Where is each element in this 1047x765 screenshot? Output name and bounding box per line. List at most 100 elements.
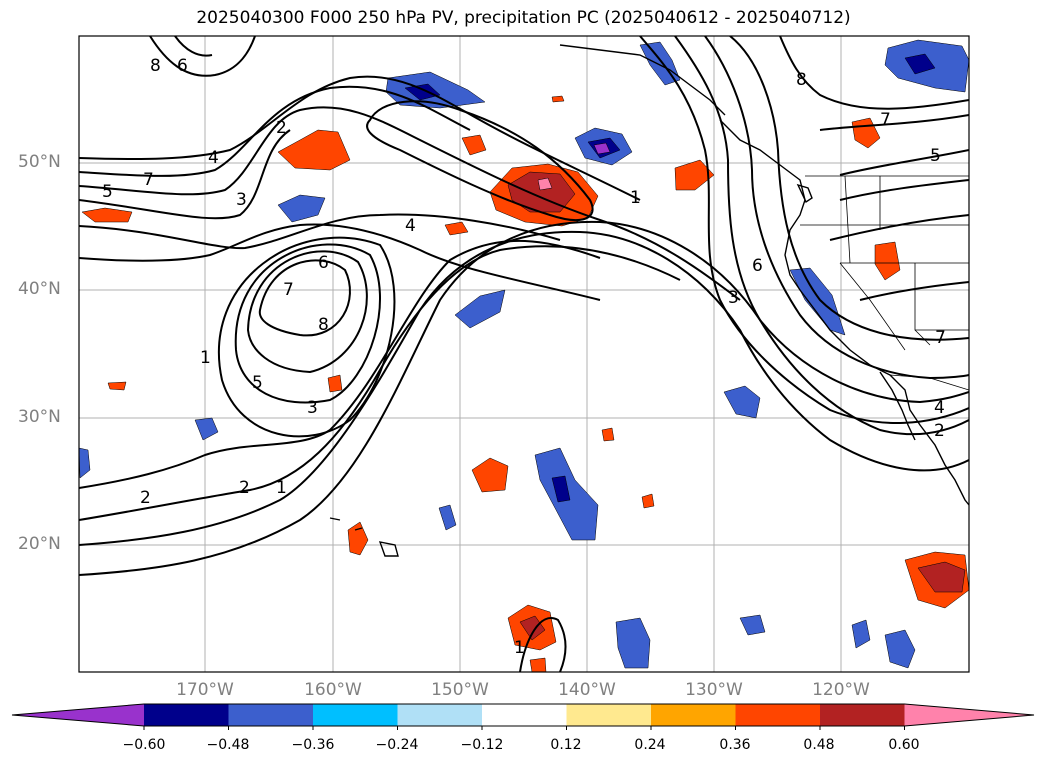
- precip-blob: [347, 521, 369, 556]
- pv-contour: [839, 179, 969, 201]
- border-states-west: [800, 175, 969, 351]
- contour-label: 4: [934, 398, 945, 418]
- colorbar-tick-label: −0.24: [375, 737, 419, 753]
- lon-label-160w: 160°W: [304, 680, 362, 700]
- colorbar-bin: [482, 704, 567, 726]
- lon-label-140w: 140°W: [558, 680, 616, 700]
- contour-label: 8: [796, 70, 807, 90]
- contour-label: 2: [239, 478, 250, 498]
- pv-contour: [79, 106, 741, 301]
- precip-blob: [917, 561, 966, 593]
- precip-blob: [529, 657, 547, 672]
- colorbar-tick-label: −0.12: [460, 737, 504, 753]
- precip-blob: [107, 381, 127, 391]
- colorbar: [11, 703, 1035, 730]
- colorbar-bin: [313, 704, 398, 726]
- contour-label: 6: [318, 253, 329, 273]
- lat-label-20n: 20°N: [18, 534, 61, 554]
- pv-contour: [79, 75, 641, 201]
- contour-label: 1: [200, 348, 211, 368]
- precip-blob: [593, 142, 611, 155]
- lat-label-30n: 30°N: [18, 407, 61, 427]
- pv-contour: [217, 236, 396, 438]
- precip-blob: [519, 615, 546, 641]
- contour-label: 7: [143, 170, 154, 190]
- lon-label-120w: 120°W: [812, 680, 870, 700]
- contour-label: 1: [514, 638, 525, 658]
- pv-contour: [79, 230, 969, 546]
- pv-contour: [174, 36, 213, 57]
- contour-label: 5: [252, 373, 263, 393]
- colorbar-extend-min: [12, 704, 144, 726]
- colorbar-bin: [735, 704, 821, 726]
- precip-blob: [851, 619, 871, 649]
- contour-label: 4: [208, 148, 219, 168]
- pv-contour: [246, 250, 368, 374]
- colorbar-bin: [566, 704, 652, 726]
- contour-label: 1: [630, 188, 641, 208]
- precip-blob: [739, 614, 766, 636]
- contour-label: 7: [283, 280, 294, 300]
- precip-blob: [551, 475, 571, 503]
- colorbar-tick-label: −0.60: [122, 737, 166, 753]
- precip-blob: [327, 374, 343, 393]
- colorbar-tick-label: 0.36: [719, 737, 751, 753]
- precip-blob: [615, 617, 651, 669]
- border-us-mexico: [889, 374, 969, 391]
- lat-label-40n: 40°N: [18, 279, 61, 299]
- contour-label: 6: [177, 56, 188, 76]
- colorbar-bin: [144, 704, 229, 726]
- precip-blob: [404, 83, 441, 101]
- pv-contour: [79, 213, 561, 250]
- pv-contour: [839, 149, 969, 176]
- pv-contour: [258, 259, 351, 337]
- pv-contour: [829, 214, 969, 241]
- coastline-alaska: [559, 44, 726, 116]
- pv-contour: [79, 85, 471, 177]
- precip-blob: [723, 385, 761, 419]
- lon-label-170w: 170°W: [176, 680, 234, 700]
- colorbar-tick-label: 0.24: [634, 737, 666, 753]
- precip-blob: [461, 134, 487, 156]
- precip-blob: [471, 457, 509, 493]
- precip-blob: [79, 447, 91, 479]
- pv-contour: [639, 36, 969, 424]
- pv-contour: [79, 223, 601, 301]
- contour-label: 8: [318, 315, 329, 335]
- colorbar-tick-label: 0.12: [550, 737, 582, 753]
- coastline-hawaii: [329, 517, 399, 557]
- lat-label-50n: 50°N: [18, 152, 61, 172]
- pv-contour: [859, 281, 969, 301]
- precip-blob: [601, 427, 615, 442]
- map-frame: [78, 35, 970, 673]
- precip-blob: [454, 289, 506, 329]
- contour-label: 2: [276, 118, 287, 138]
- precip-blob: [874, 241, 901, 281]
- precip-blob: [884, 629, 916, 669]
- precip-blob: [438, 504, 457, 531]
- colorbar-bin: [651, 704, 736, 726]
- pv-contour: [729, 36, 969, 341]
- colorbar-bin: [820, 704, 905, 726]
- colorbar-tick-label: −0.36: [291, 737, 335, 753]
- precip-blob: [537, 177, 553, 191]
- contour-label: 5: [930, 146, 941, 166]
- precip-blob: [277, 129, 351, 171]
- pv-contours: [79, 36, 969, 672]
- precip-blob: [789, 267, 846, 336]
- colorbar-tick-label: −0.48: [206, 737, 250, 753]
- lon-label-130w: 130°W: [685, 680, 743, 700]
- political-borders: [800, 175, 969, 391]
- pv-contour: [779, 36, 969, 110]
- contour-label: 6: [752, 256, 763, 276]
- contour-label: 2: [934, 421, 945, 441]
- graticule: [79, 36, 969, 672]
- coastline-north-america: [719, 119, 969, 506]
- precip-blob: [674, 159, 715, 191]
- pv-contour: [234, 243, 381, 404]
- map-title: 2025040300 F000 250 hPa PV, precipitatio…: [196, 8, 851, 28]
- pv-contour: [519, 617, 567, 672]
- pv-contour: [819, 114, 969, 131]
- map-plot-area: [79, 36, 969, 672]
